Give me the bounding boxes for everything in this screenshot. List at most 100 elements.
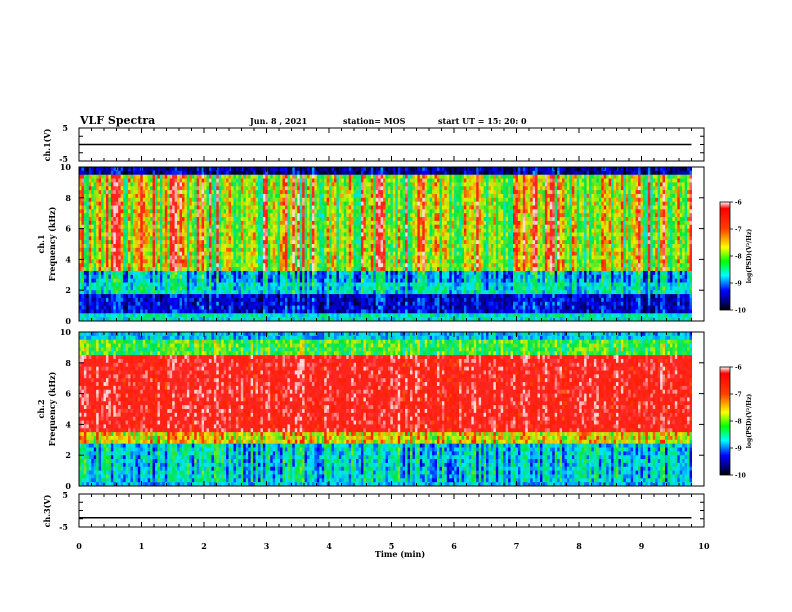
spectrogram-cell <box>258 270 261 276</box>
spectrogram-cell <box>140 217 144 222</box>
spectrogram-cell <box>179 236 183 241</box>
spectrogram-cell <box>319 244 323 249</box>
spectrogram-cell <box>211 305 215 310</box>
spectrogram-cell <box>103 244 107 249</box>
spectrogram-cell <box>130 209 134 214</box>
spectrogram-cell <box>240 267 244 272</box>
spectrogram-cell <box>240 301 244 306</box>
spectrogram-cell <box>152 236 156 241</box>
spectrogram-cell <box>319 167 323 172</box>
spectrogram-cell <box>245 247 249 253</box>
spectrogram-cell <box>167 193 171 199</box>
spectrogram-cell <box>299 270 303 276</box>
spectrogram-cell <box>206 294 210 299</box>
spectrogram-cell <box>265 186 269 191</box>
spectrogram-cell <box>96 224 100 229</box>
spectrogram-cell <box>319 170 323 176</box>
spectrogram-cell <box>346 270 350 276</box>
spectrogram-cell <box>152 313 156 318</box>
spectrogram-cell <box>179 167 183 172</box>
spectrogram-cell <box>194 274 198 280</box>
spectrogram-cell <box>177 182 180 187</box>
spectrogram-cell <box>208 205 212 210</box>
spectrogram-cell <box>189 251 193 256</box>
spectrogram-cell <box>267 301 271 306</box>
spectrogram-cell <box>88 255 92 260</box>
spectrogram-cell <box>177 282 180 287</box>
spectrogram-cell <box>79 309 82 314</box>
spectrogram-cell <box>164 313 168 318</box>
spectrogram-cell <box>231 174 234 179</box>
spectrogram-cell <box>201 278 205 283</box>
spectrogram-cell <box>206 190 210 195</box>
spectrogram-cell <box>157 255 161 260</box>
spectrogram-cell <box>101 255 104 260</box>
spectrogram-cell <box>253 178 256 183</box>
spectrogram-cell <box>79 301 82 306</box>
spectrogram-cell <box>262 224 266 229</box>
spectrogram-cell <box>248 251 252 256</box>
spectrogram-cell <box>299 205 303 210</box>
spectrogram-cell <box>297 224 301 229</box>
spectrogram-cell <box>142 305 146 310</box>
spectrogram-cell <box>96 174 100 179</box>
spectrogram-cell <box>201 182 205 187</box>
spectrogram-cell <box>118 186 122 191</box>
spectrogram-cell <box>228 186 232 191</box>
spectrogram-cell <box>348 278 352 283</box>
spectrogram-cell <box>96 282 100 287</box>
spectrogram-cell <box>284 205 288 210</box>
spectrogram-cell <box>267 297 271 303</box>
spectrogram-cell <box>292 209 296 214</box>
spectrogram-cell <box>169 197 173 203</box>
spectrogram-cell <box>96 190 100 195</box>
spectrogram-cell <box>368 232 372 237</box>
spectrogram-cell <box>115 274 119 280</box>
spectrogram-cell <box>206 201 210 206</box>
spectrogram-cell <box>152 217 156 222</box>
spectrogram-cell <box>245 317 249 322</box>
spectrogram-cell <box>150 267 153 272</box>
spectrogram-cell <box>135 213 139 218</box>
spectrogram-cell <box>164 294 168 299</box>
spectrogram-cell <box>314 278 318 283</box>
spectrogram-cell <box>196 178 200 183</box>
spectrogram-cell <box>79 213 82 218</box>
spectrogram-cell <box>292 236 296 241</box>
spectrogram-cell <box>88 170 92 176</box>
spectrogram-cell <box>336 297 340 303</box>
spectrogram-cell <box>172 232 176 237</box>
spectrogram-cell <box>299 286 303 291</box>
spectrogram-cell <box>370 305 374 310</box>
spectrogram-cell <box>250 282 254 287</box>
spectrogram-cell <box>101 290 104 295</box>
spectrogram-cell <box>216 286 220 291</box>
spectrogram-cell <box>79 197 82 203</box>
spectrogram-cell <box>196 213 200 218</box>
spectrogram-cell <box>277 294 281 299</box>
spectrogram-cell <box>267 290 271 295</box>
spectrogram-cell <box>159 263 163 268</box>
spectrogram-cell <box>81 220 85 226</box>
spectrogram-cell <box>145 197 149 203</box>
spectrogram-cell <box>179 263 183 268</box>
spectrogram-cell <box>370 317 374 322</box>
spectrogram-cell <box>157 313 161 318</box>
spectrogram-cell <box>174 174 178 179</box>
spectrogram-cell <box>147 178 151 183</box>
spectrogram-cell <box>282 228 286 233</box>
spectrogram-cell <box>343 270 347 276</box>
spectrogram-cell <box>240 209 244 214</box>
spectrogram-cell <box>218 294 222 299</box>
spectrogram-cell <box>270 236 274 241</box>
spectrogram-cell <box>336 228 340 233</box>
spectrogram-cell <box>297 240 301 245</box>
spectrogram-cell <box>115 286 119 291</box>
spectrogram-cell <box>132 259 136 264</box>
spectrogram-cell <box>177 309 180 314</box>
spectrogram-cell <box>125 294 129 299</box>
spectrogram-cell <box>311 274 315 280</box>
spectrogram-cell <box>125 305 129 310</box>
spectrogram-cell <box>172 270 176 276</box>
spectrogram-cell <box>204 236 207 241</box>
